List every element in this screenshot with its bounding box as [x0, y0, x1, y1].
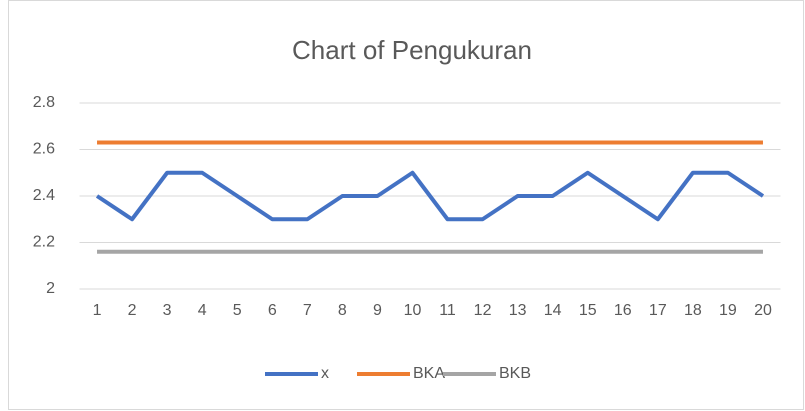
series-line [95, 170, 765, 222]
x-tick-label: 5 [233, 302, 242, 319]
legend-label: x [321, 365, 329, 382]
x-tick-label: 9 [373, 302, 382, 319]
x-tick-label: 10 [404, 302, 422, 319]
x-tick-label: 19 [719, 302, 737, 319]
x-tick-label: 7 [303, 302, 312, 319]
x-tick-label: 11 [439, 302, 456, 319]
x-tick-label: 1 [93, 302, 102, 319]
y-tick-label: 2.4 [33, 187, 55, 204]
x-tick-label: 4 [198, 302, 207, 319]
x-tick-label: 20 [754, 302, 772, 319]
x-tick-label: 8 [338, 302, 347, 319]
chart-title: Chart of Pengukuran [292, 35, 532, 65]
x-tick-label: 6 [268, 302, 277, 319]
y-tick-label: 2.8 [33, 94, 55, 111]
y-tick-label: 2 [46, 280, 55, 297]
x-tick-label: 15 [579, 302, 597, 319]
x-tick-label: 14 [544, 302, 562, 319]
legend-label: BKA [413, 365, 445, 382]
x-tick-label: 3 [163, 302, 172, 319]
x-tick-label: 17 [649, 302, 667, 319]
x-tick-label: 2 [128, 302, 137, 319]
legend-label: BKB [499, 365, 531, 382]
y-tick-label: 2.2 [33, 234, 55, 251]
x-tick-label: 13 [509, 302, 527, 319]
x-tick-label: 16 [614, 302, 632, 319]
x-tick-label: 12 [474, 302, 492, 319]
x-tick-label: 18 [684, 302, 702, 319]
y-tick-label: 2.6 [33, 141, 55, 158]
